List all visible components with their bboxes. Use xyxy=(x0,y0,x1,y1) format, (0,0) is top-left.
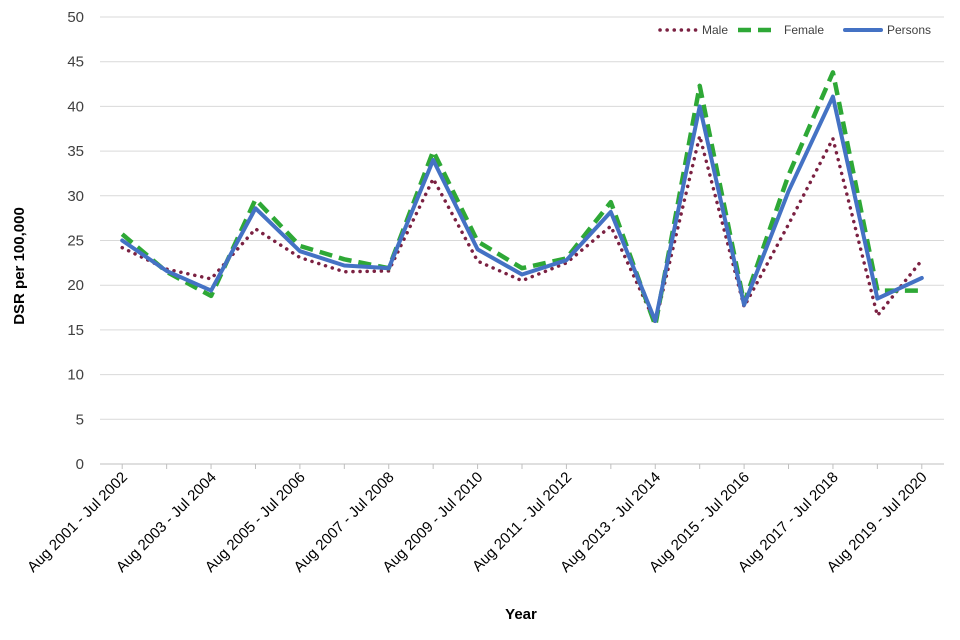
legend-label: Persons xyxy=(887,23,931,37)
series-line-female xyxy=(120,70,922,328)
x-tick-label: Aug 2019 - Jul 2020 xyxy=(824,469,931,576)
x-tick-label: Aug 2007 - Jul 2008 xyxy=(291,469,398,576)
x-tick-label: Aug 2017 - Jul 2018 xyxy=(735,469,842,576)
x-tick-label: Aug 2009 - Jul 2010 xyxy=(379,469,486,576)
y-tick-label: 5 xyxy=(76,411,84,428)
legend-item-male: Male xyxy=(658,23,728,37)
legend-item-female: Female xyxy=(738,23,824,37)
y-axis-title: DSR per 100,000 xyxy=(11,207,28,325)
y-tick-label: 15 xyxy=(67,322,84,339)
legend-label: Female xyxy=(784,23,824,37)
x-tick-label: Aug 2013 - Jul 2014 xyxy=(557,469,664,576)
y-tick-label: 10 xyxy=(67,367,84,384)
legend-item-persons: Persons xyxy=(843,23,931,37)
gridlines xyxy=(100,16,944,420)
y-tick-label: 35 xyxy=(67,143,84,160)
x-tick-label: Aug 2015 - Jul 2016 xyxy=(646,469,753,576)
x-tick-label: Aug 2001 - Jul 2002 xyxy=(24,469,131,576)
series-lines xyxy=(120,70,924,328)
y-tick-label: 0 xyxy=(76,456,84,473)
x-tick-label: Aug 2011 - Jul 2012 xyxy=(469,469,575,575)
y-tick-label: 50 xyxy=(67,9,84,26)
y-tick-label: 30 xyxy=(67,188,84,205)
x-axis-title: Year xyxy=(505,606,537,623)
x-tick-label: Aug 2005 - Jul 2006 xyxy=(202,469,309,576)
y-tick-label: 45 xyxy=(67,54,84,71)
y-tick-label: 20 xyxy=(67,277,84,294)
legend-label: Male xyxy=(702,23,728,37)
x-tick-label: Aug 2003 - Jul 2004 xyxy=(113,469,220,576)
series-line-male xyxy=(120,134,924,325)
series-line-persons xyxy=(120,94,924,323)
y-tick-label: 25 xyxy=(67,233,84,250)
y-tick-label: 40 xyxy=(67,98,84,115)
legend: Male Female Persons xyxy=(658,23,931,37)
y-axis-tick-labels: 0 5 10 15 20 25 30 35 40 45 50 xyxy=(67,9,84,473)
